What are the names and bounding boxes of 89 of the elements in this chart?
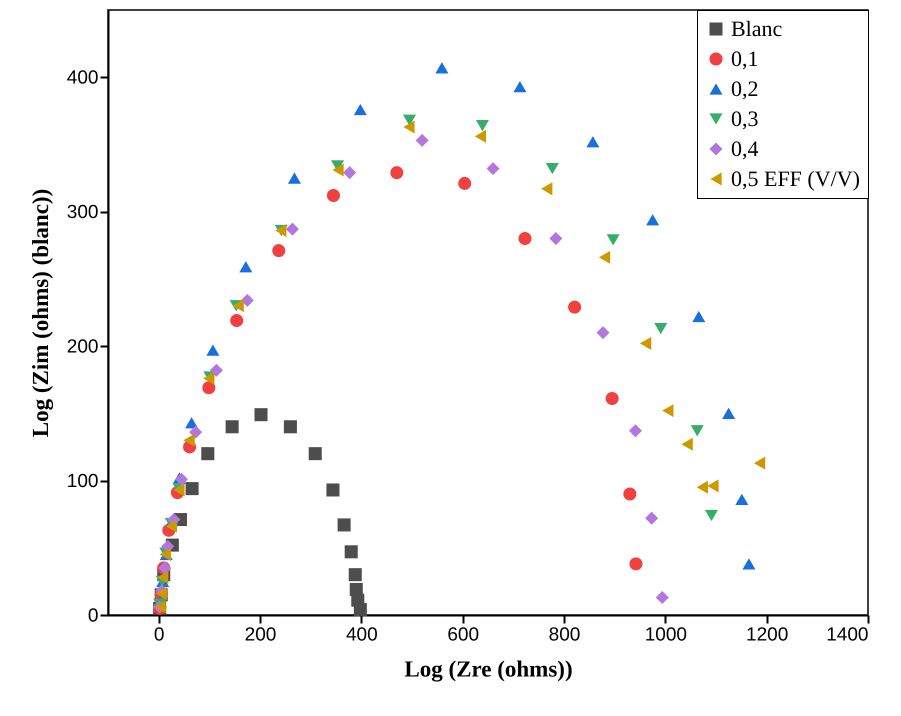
point [629,557,642,570]
point [288,172,301,184]
legend-label: 0,1 [731,46,758,71]
point [186,482,199,496]
point [403,120,415,134]
point [332,163,344,177]
x-tick-label: 1400 [826,624,868,646]
point [210,364,223,377]
point [596,326,610,340]
point [696,480,708,494]
point [742,558,756,570]
point [704,510,718,522]
point [326,189,340,202]
point [183,434,195,447]
point [390,166,404,180]
y-tick-label: 0 [88,606,98,626]
y-tick-label: 300 [66,202,98,224]
point [272,244,286,258]
point [474,130,486,143]
x-tick-label: 800 [548,624,580,646]
point [546,163,559,174]
point [586,136,600,148]
legend-label: 0,3 [731,106,758,131]
x-tick-label: 1200 [746,624,788,646]
point [692,310,706,322]
point [157,570,168,584]
y-tick-label: 400 [66,68,98,89]
point [240,294,254,307]
point [681,438,693,451]
point [254,408,268,422]
x-tick-label: 400 [346,624,378,646]
point [232,299,244,312]
point [606,392,619,406]
legend-label: 0,2 [731,76,758,101]
point [308,447,322,460]
point [735,494,748,506]
point [354,104,367,116]
point [338,518,351,532]
point [416,134,429,147]
x-axis-title: Log (Zre (ohms)) [404,656,573,682]
x-tick-label: 600 [447,624,480,646]
point [598,250,610,264]
y-tick-label: 100 [66,471,98,492]
y-tick-label: 200 [66,336,98,358]
point [513,80,526,92]
point [606,234,620,246]
legend-label: Blanc [731,16,783,41]
point [201,447,214,460]
point [354,603,367,616]
point [239,261,252,272]
point [568,300,582,314]
point [645,512,658,525]
point [518,232,532,246]
point [707,479,719,492]
x-tick-label: 1000 [644,624,687,646]
point [646,214,660,226]
point [458,176,472,190]
point [476,120,489,132]
point [230,314,244,328]
point [284,420,297,434]
point [206,344,220,356]
point [640,336,652,350]
point [326,483,340,496]
point [435,62,448,74]
point [189,426,202,439]
legend-label: 0,4 [731,136,758,161]
point [343,166,356,180]
point [486,162,500,176]
point [549,232,562,246]
point [166,520,177,533]
point [286,222,299,236]
point [226,420,239,434]
legend-label: 0,5 EFF (V/V) [731,166,860,191]
point [654,322,668,334]
point [662,404,674,418]
x-tick-label: 200 [244,624,276,646]
x-tick-label: 0 [154,624,164,646]
point [623,487,636,501]
point [754,456,766,470]
point [348,568,362,582]
point [541,182,552,196]
point [690,425,704,436]
point [344,545,358,558]
point [402,114,416,126]
point [722,408,736,419]
y-axis-title: Log (Zim (ohms) (blanc)) [28,188,54,438]
point [202,381,216,394]
point [656,591,669,604]
point [628,424,642,438]
